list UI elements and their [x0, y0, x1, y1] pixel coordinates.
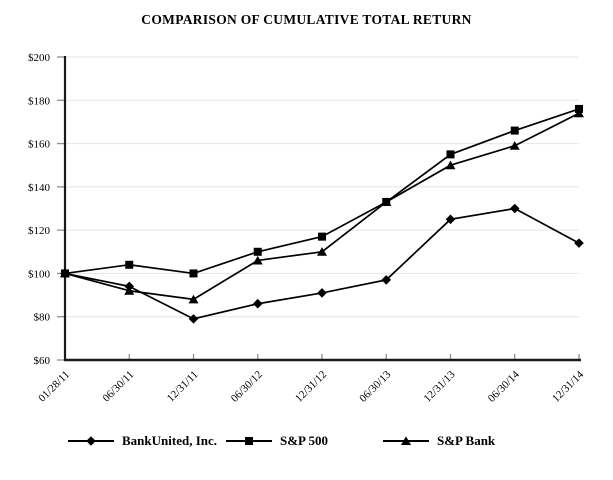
- point-s-p-bank-12/31/13: [445, 160, 456, 170]
- point-s-p-500-06/30/12: [253, 247, 262, 256]
- point-s-p-bank-12/31/11: [188, 294, 199, 304]
- x-tick-label: 12/31/13: [421, 368, 457, 404]
- point-s-p-bank-01/28/11: [60, 268, 70, 278]
- y-tick-label: $180: [28, 95, 51, 107]
- point-s-p-500-06/30/11: [125, 260, 134, 269]
- y-tick-label: $100: [28, 268, 51, 280]
- gridlines: [65, 56, 579, 318]
- point-bankunited-inc-12/31/14: [574, 238, 584, 248]
- x-tick-label: 01/28/11: [36, 369, 72, 405]
- legend-diamond-line-icon: [68, 436, 114, 446]
- legend-square-line-icon: [226, 437, 272, 445]
- axis-ticks: [57, 56, 580, 361]
- chart-title: COMPARISON OF CUMULATIVE TOTAL RETURN: [141, 12, 472, 27]
- point-s-p-bank-06/30/14: [509, 141, 520, 150]
- point-s-p-bank-06/30/12: [252, 255, 263, 265]
- legend-triangle-line-icon: [383, 436, 429, 445]
- point-s-p-500-12/31/11: [189, 269, 198, 278]
- point-s-p-500-06/30/14: [510, 126, 519, 135]
- y-tick-label: $80: [34, 312, 51, 324]
- legend-marker-triangle-icon: [401, 436, 411, 445]
- point-bankunited-inc-12/31/12: [317, 288, 327, 298]
- point-s-p-bank-06/30/11: [124, 286, 135, 295]
- point-s-p-bank-12/31/14: [574, 108, 584, 118]
- x-tick-label: 12/31/12: [293, 369, 329, 405]
- point-bankunited-inc-12/31/13: [445, 214, 456, 225]
- y-tick-label: $160: [28, 139, 51, 151]
- x-tick-label: 12/31/14: [550, 368, 586, 404]
- y-tick-label: $120: [28, 225, 51, 237]
- x-tick-label: 06/30/14: [486, 368, 522, 404]
- x-tick-label: 06/30/13: [357, 368, 393, 404]
- point-s-p-bank-12/31/12: [317, 247, 327, 256]
- legend-item-sp-bank: S&P Bank: [383, 432, 495, 450]
- point-s-p-500-12/31/12: [318, 232, 326, 241]
- x-tick-label: 12/31/11: [165, 369, 201, 405]
- series-bankunited-inc: [60, 203, 584, 324]
- x-tick-label: 06/30/12: [229, 369, 265, 405]
- point-bankunited-inc-12/31/11: [188, 314, 199, 324]
- series-line-s-p-bank: [64, 112, 580, 301]
- point-bankunited-inc-06/30/12: [252, 298, 263, 309]
- series-s-p-bank: [60, 108, 584, 304]
- y-tick-label: $140: [28, 182, 51, 194]
- legend-marker-diamond-icon: [86, 436, 96, 446]
- legend-item-bankunited-inc: BankUnited, Inc.: [68, 432, 217, 450]
- y-tick-label: $200: [28, 52, 51, 64]
- legend-item-sp-500: S&P 500: [226, 432, 328, 450]
- point-bankunited-inc-06/30/14: [509, 203, 520, 214]
- x-axis-labels: 01/28/11 06/30/11 12/31/11 06/30/12 12/31/12…: [36, 368, 586, 404]
- y-tick-label: $60: [34, 355, 51, 367]
- point-bankunited-inc-06/30/13: [381, 275, 392, 285]
- legend-label-bankunited-inc: BankUnited, Inc.: [122, 433, 217, 448]
- series-line-bankunited-inc: [64, 207, 580, 320]
- x-tick-label: 06/30/11: [101, 369, 137, 405]
- legend-label-sp-bank: S&P Bank: [437, 433, 496, 448]
- chart-legend: BankUnited, Inc. S&P 500 S&P Bank: [0, 432, 613, 452]
- legend-label-sp-500: S&P 500: [280, 433, 329, 448]
- point-s-p-500-12/31/13: [446, 150, 455, 159]
- legend-marker-square-icon: [245, 437, 253, 445]
- point-s-p-bank-06/30/13: [381, 197, 392, 207]
- y-axis-labels: $200 $180 $160 $140 $120 $100 $80 $60: [28, 52, 51, 367]
